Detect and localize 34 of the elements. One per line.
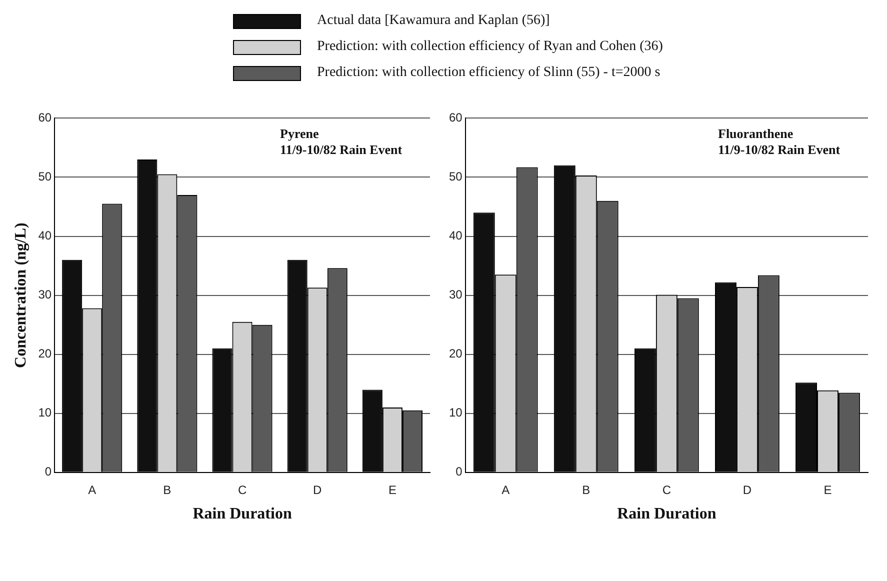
- annotation: 11/9-10/82 Rain Event: [718, 142, 841, 158]
- y-tick-label: 0: [456, 464, 463, 479]
- y-tick-label: 50: [38, 170, 52, 184]
- legend-label: Prediction: with collection efficiency of Ryan and Cohen (36): [317, 39, 663, 55]
- y-tick-label: 60: [38, 110, 52, 125]
- x-tick-label: A: [502, 482, 510, 497]
- y-tick-label: 60: [448, 110, 463, 125]
- annotation: Pyrene: [280, 126, 319, 142]
- x-tick-label: D: [313, 482, 322, 497]
- y-axis-title: Concentration (ng/L): [12, 222, 30, 368]
- x-tick-label: C: [662, 482, 672, 497]
- legend-label: Prediction: with collection efficiency of Slinn (55) - t=2000 s: [317, 65, 660, 81]
- y-tick-label: 20: [448, 346, 463, 361]
- y-tick-label: 50: [448, 170, 463, 184]
- x-tick-label: A: [88, 482, 96, 497]
- x-tick-label: E: [388, 482, 396, 497]
- x-tick-label: D: [742, 482, 752, 497]
- y-tick-label: 30: [448, 288, 463, 302]
- legend-label: Actual data [Kawamura and Kaplan (56)]: [317, 13, 550, 29]
- annotation: 11/9-10/82 Rain Event: [280, 142, 403, 158]
- x-tick-label: E: [824, 482, 832, 497]
- y-tick-label: 40: [38, 228, 52, 243]
- x-tick-label: C: [238, 482, 247, 497]
- y-tick-label: 40: [448, 228, 463, 243]
- y-tick-label: 10: [38, 406, 52, 420]
- annotation: Fluoranthene: [718, 126, 794, 142]
- x-tick-label: B: [163, 482, 172, 497]
- y-tick-label: 0: [44, 464, 52, 479]
- y-tick-label: 10: [448, 406, 463, 420]
- x-axis-title: Rain Duration: [617, 506, 716, 523]
- y-tick-label: 20: [38, 346, 52, 361]
- y-tick-label: 30: [38, 288, 52, 302]
- x-tick-label: B: [582, 482, 590, 497]
- x-axis-title: Rain Duration: [192, 506, 292, 523]
